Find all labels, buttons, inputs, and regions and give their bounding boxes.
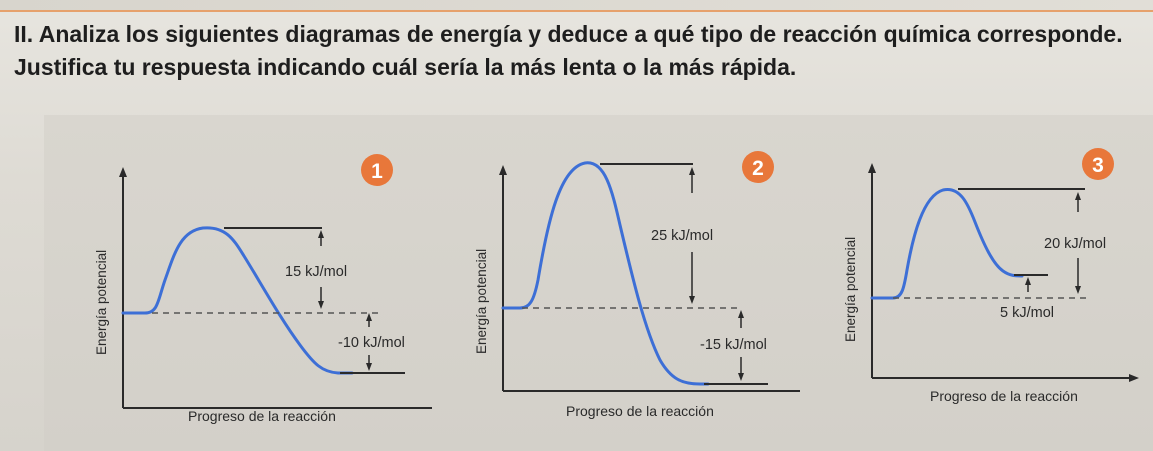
diagram-1-badge-number: 1 xyxy=(371,160,383,183)
diagram-3-y-axis-label: Energía potencial xyxy=(843,237,858,342)
diagram-2-x-axis-label: Progreso de la reacción xyxy=(566,403,714,419)
diagram-1-energy-curve xyxy=(121,226,354,375)
exercise-number: II. xyxy=(14,21,34,47)
energy-diagrams-figure xyxy=(44,115,1153,451)
exercise-text: Analiza los siguientes diagramas de ener… xyxy=(14,21,1123,80)
diagram-2-delta-label: -15 kJ/mol xyxy=(700,337,767,353)
top-rule xyxy=(0,0,1153,12)
diagram-3-x-axis-label: Progreso de la reacción xyxy=(930,388,1078,404)
diagram-2-activation-label: 25 kJ/mol xyxy=(651,228,713,244)
diagram-3: Energía potencial Progreso de la reacció… xyxy=(843,148,1139,404)
diagram-2: Energía potencial Progreso de la reacció… xyxy=(474,151,800,419)
diagram-3-activation-label: 20 kJ/mol xyxy=(1044,236,1106,252)
exercise-heading: II. Analiza los siguientes diagramas de … xyxy=(14,18,1134,84)
diagram-2-y-axis-label: Energía potencial xyxy=(474,249,489,354)
diagram-1: Energía potencial Progreso de la reacció… xyxy=(94,154,432,424)
diagram-1-activation-label: 15 kJ/mol xyxy=(285,264,347,280)
diagram-3-energy-curve xyxy=(870,187,1024,300)
diagram-2-badge-number: 2 xyxy=(752,157,764,180)
diagram-3-badge-number: 3 xyxy=(1092,154,1104,177)
diagram-1-delta-label: -10 kJ/mol xyxy=(338,335,405,351)
diagram-3-badge xyxy=(1082,148,1114,180)
diagram-3-delta-label: 5 kJ/mol xyxy=(1000,305,1054,321)
diagram-1-x-axis-label: Progreso de la reacción xyxy=(188,408,336,424)
diagram-1-badge xyxy=(361,154,393,186)
diagram-2-badge xyxy=(742,151,774,183)
diagram-1-y-axis-label: Energía potencial xyxy=(94,250,109,355)
diagram-2-energy-curve xyxy=(501,161,710,386)
